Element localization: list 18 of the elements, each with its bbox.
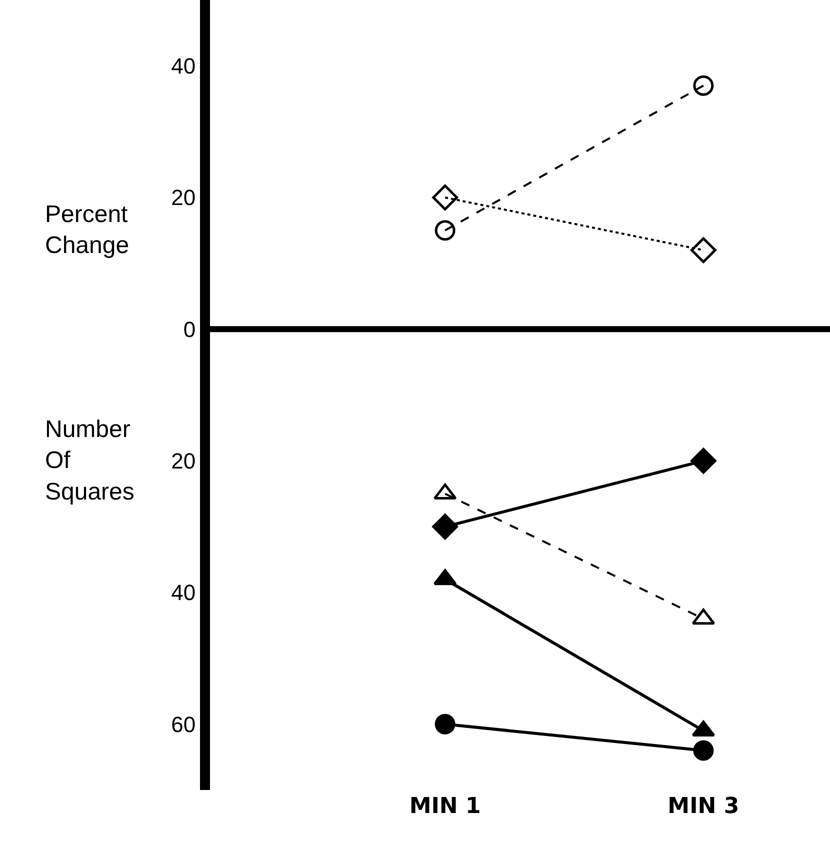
text: Percent Change: [45, 201, 130, 260]
point: [432, 514, 458, 540]
point: [693, 75, 714, 96]
text: Number Of Squares: [45, 416, 134, 506]
point: [432, 184, 458, 210]
x-tick-label: MIN 1: [409, 794, 481, 819]
y-tick-label: 20: [171, 185, 196, 210]
y-tick-label: 40: [171, 54, 196, 79]
point: [693, 740, 714, 761]
y-tick-label: 0: [183, 316, 196, 342]
point: [434, 714, 456, 734]
y-tick-label: 60: [171, 712, 196, 737]
point: [690, 448, 716, 474]
point: [434, 220, 456, 241]
y-tick-label: 40: [171, 580, 196, 606]
x-tick-label: MIN 3: [668, 794, 740, 819]
y-tick-label: 20: [171, 448, 196, 474]
point: [690, 237, 716, 264]
